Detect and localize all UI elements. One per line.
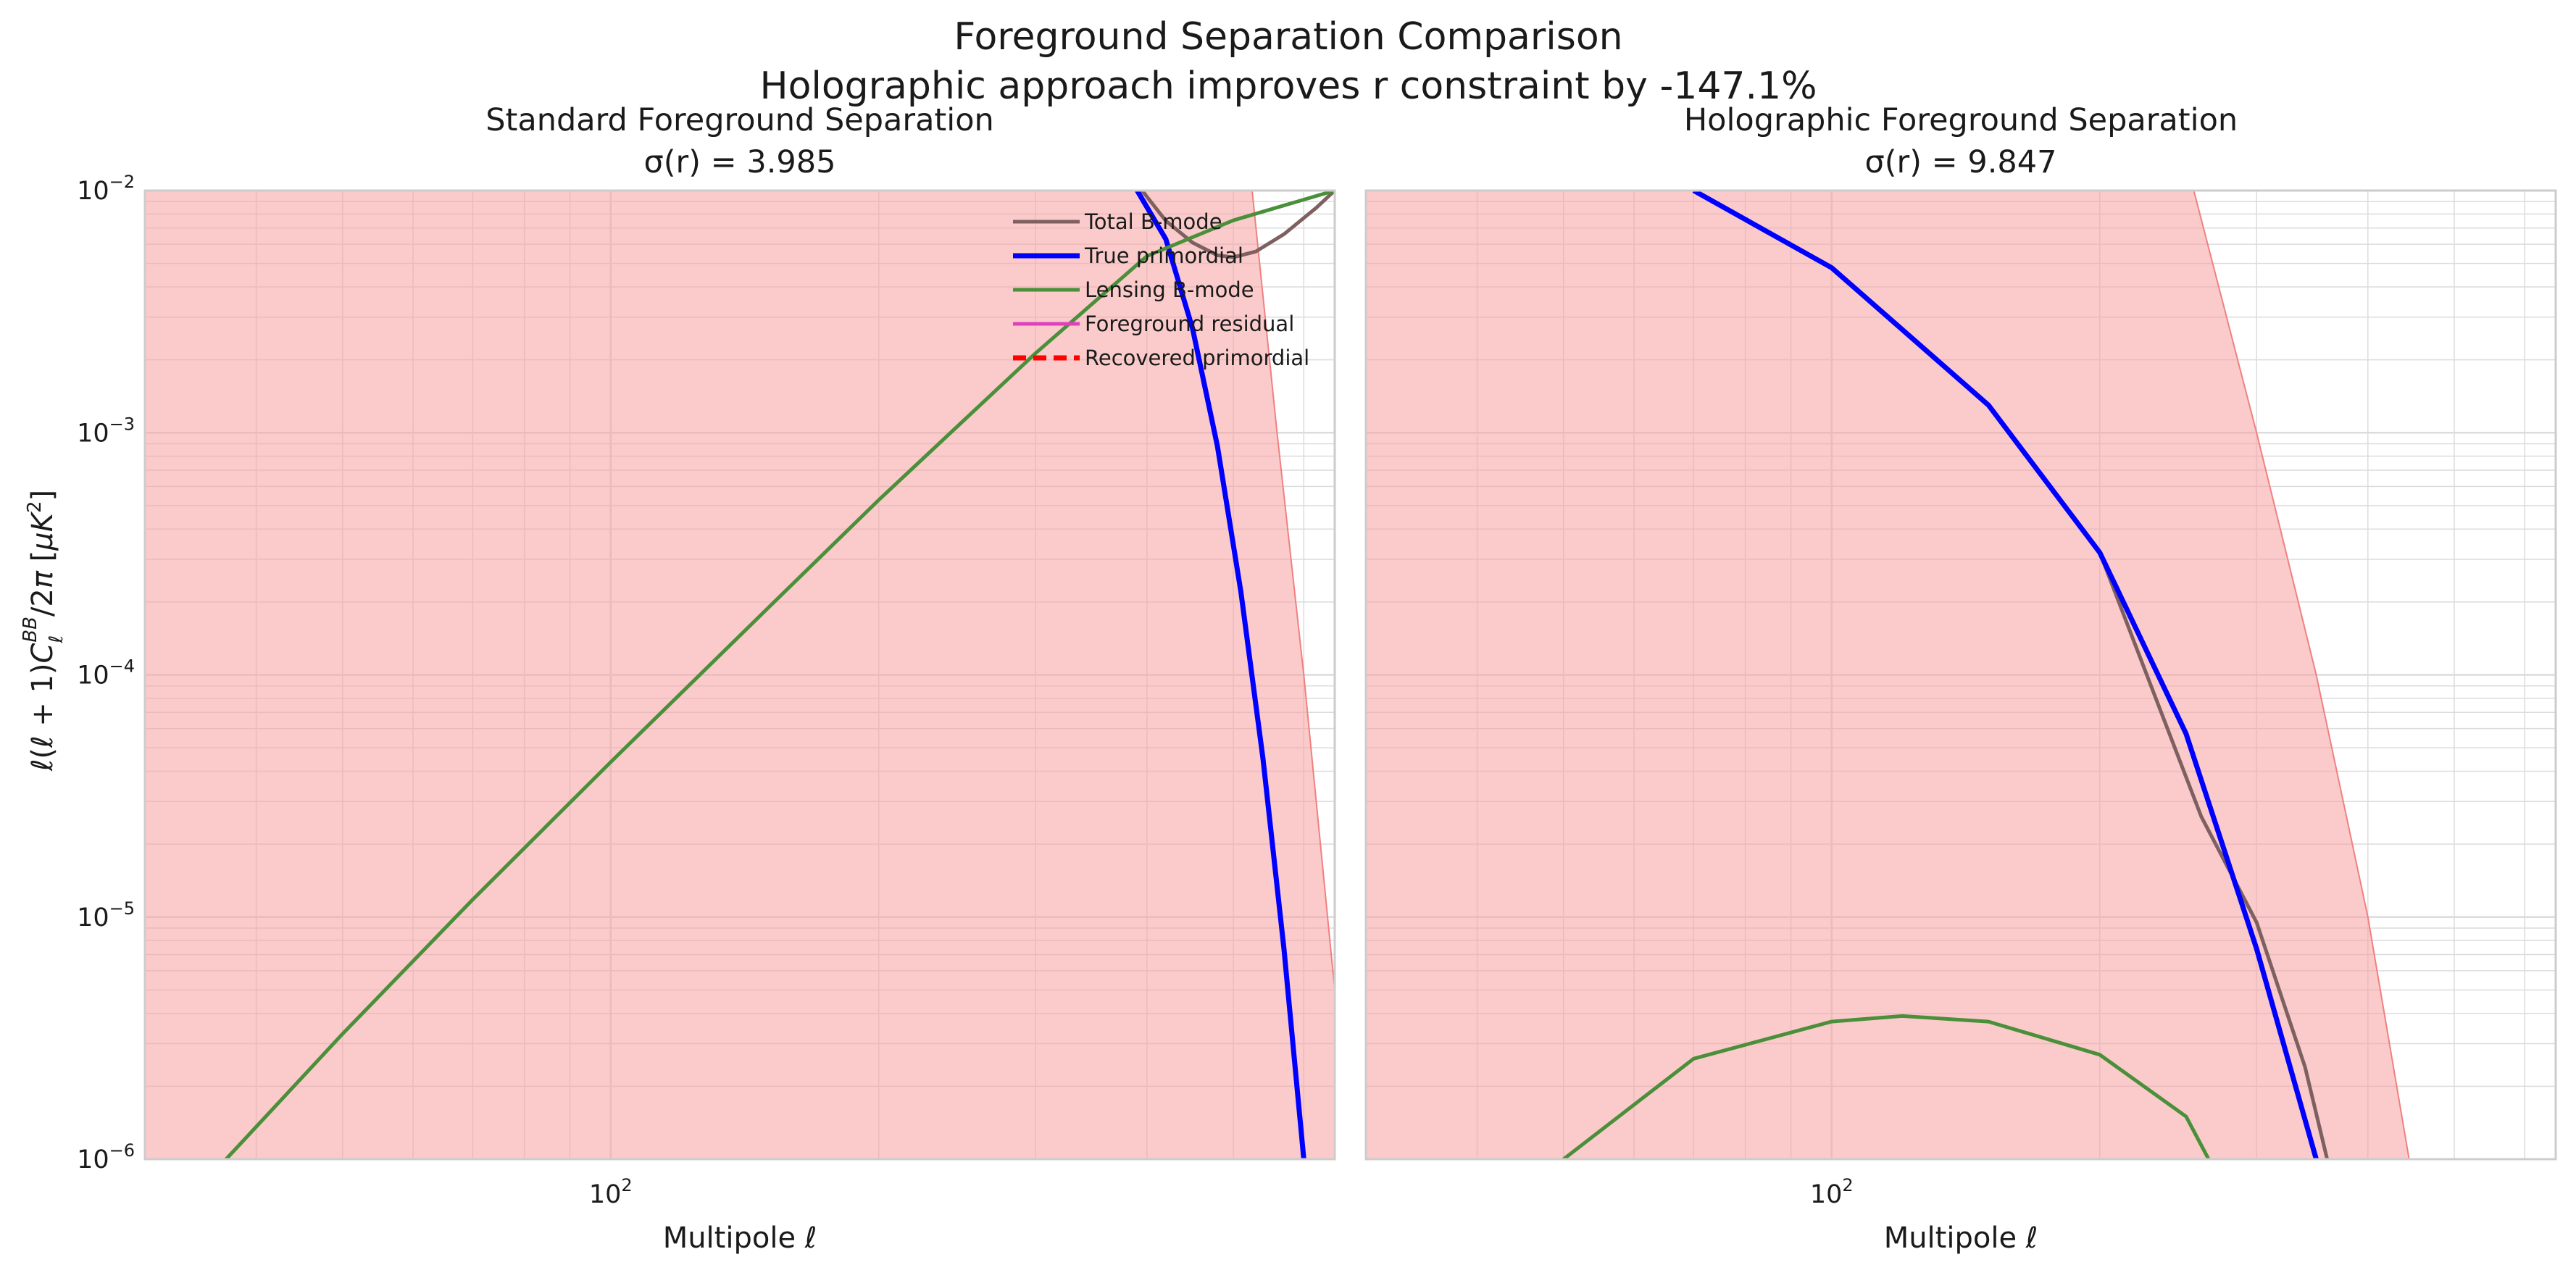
axes-frame bbox=[1364, 189, 2557, 1161]
series-line-total-b-mode bbox=[1141, 191, 1335, 259]
panel-title: Holographic Foreground Separation bbox=[1684, 102, 2238, 138]
legend-label-foreground-residual: Foreground residual bbox=[1085, 312, 1294, 336]
y-tick-label: 10−4 bbox=[77, 656, 135, 690]
series-line-true-primordial bbox=[1692, 191, 2319, 1159]
x-tick-label: 102 bbox=[1810, 1175, 1854, 1209]
legend-label-recovered-primordial: Recovered primordial bbox=[1085, 346, 1309, 370]
series-line-lensing-b-mode bbox=[225, 191, 1335, 1159]
figure-title-line1: Foreground Separation Comparison bbox=[954, 15, 1622, 59]
legend-label-true-primordial: True primordial bbox=[1084, 243, 1243, 268]
series-line-lensing-b-mode bbox=[1562, 1014, 2211, 1159]
legend: Total B-mode True primordial Lensing B-mod… bbox=[1013, 209, 1309, 370]
x-tick-label: 102 bbox=[589, 1175, 633, 1209]
y-tick-label: 10−2 bbox=[77, 172, 135, 206]
figure-title-line2: Holographic approach improves r constrai… bbox=[759, 64, 1817, 108]
legend-label-lensing-b-mode: Lensing B-mode bbox=[1085, 277, 1254, 302]
y-tick-label: 10−3 bbox=[77, 414, 135, 448]
panel-title: Standard Foreground Separation bbox=[485, 102, 994, 138]
panel-subtitle: σ(r) = 9.847 bbox=[1865, 144, 2057, 180]
panel-standard: Standard Foreground Separation σ(r) = 3.9… bbox=[77, 102, 1336, 1255]
legend-label-total-b-mode: Total B-mode bbox=[1084, 209, 1222, 234]
panel-holographic: Holographic Foreground Separation σ(r) = … bbox=[1364, 102, 2557, 1255]
series-line-total-b-mode bbox=[2098, 551, 2330, 1159]
uncertainty-band bbox=[145, 191, 1335, 1159]
x-axis-label: Multipole ℓ bbox=[663, 1221, 817, 1255]
uncertainty-band bbox=[1366, 191, 2410, 1159]
panel-subtitle: σ(r) = 3.985 bbox=[644, 144, 836, 180]
series-line-true-primordial bbox=[1135, 191, 1306, 1159]
x-axis-label: Multipole ℓ bbox=[1884, 1221, 2038, 1255]
y-tick-label: 10−5 bbox=[77, 898, 135, 932]
y-tick-label: 10−6 bbox=[77, 1140, 135, 1174]
axes-frame bbox=[143, 189, 1336, 1161]
